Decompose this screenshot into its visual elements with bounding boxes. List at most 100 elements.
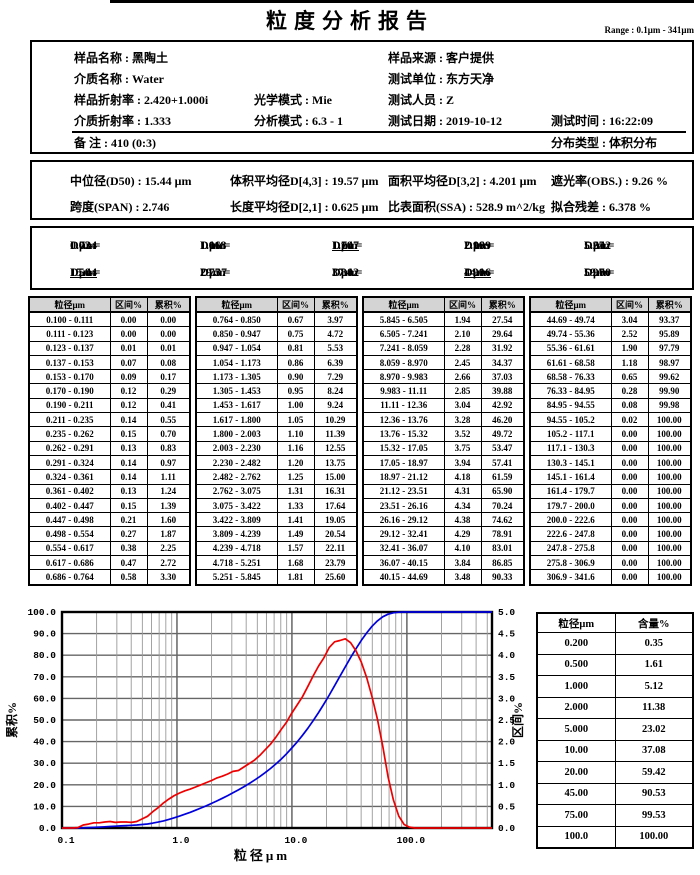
chart-grid [61,611,492,829]
table-row: 2.762 - 3.075 1.31 16.31 [195,483,358,499]
table-cell: 0.686 - 0.764 [28,569,111,586]
table-cell: 90.53 [614,782,694,805]
tick-label: 0.0 [39,823,56,834]
tick-label: 1.0 [172,835,189,846]
dvalue-unit: μm [593,238,610,252]
table-cell: 0.83 [146,440,191,456]
table-cell: 0.170 - 0.190 [28,383,111,399]
table-cell: 1.16 [276,440,315,456]
table-row: 40.15 - 44.69 3.48 90.33 [362,569,525,586]
table-cell: 0.123 - 0.137 [28,340,111,356]
table-cell: 7.29 [313,369,358,385]
table-cell: 1.20 [276,454,315,471]
header-row: 粒径μm 区间% 累积% [195,296,358,313]
table-cell: 2.28 [443,340,482,356]
tick-label: 0.5 [498,801,515,812]
table-cell: 0.70 [146,426,191,442]
tick-label: 4.0 [498,650,515,661]
table-cell: 4.31 [443,483,482,499]
dvalue-value: 15.44 [70,265,97,279]
table-row: 0.554 - 0.617 0.38 2.25 [28,540,191,557]
y-axis-left-title: 累积% [4,702,19,738]
table-row: 222.6 - 247.8 0.00 100.00 [529,526,692,542]
table-cell: 1.41 [276,512,315,528]
table-cell: 0.137 - 0.153 [28,354,111,371]
tick-label: 1.5 [498,758,515,769]
table-cell: 61.59 [480,469,525,485]
header-row: 粒径μm 区间% 累积% [28,296,191,313]
table-row: 15.32 - 17.05 3.75 53.47 [362,440,525,456]
top-rule [110,0,694,3]
table-cell: 0.90 [276,369,315,385]
table-row: 2.230 - 2.482 1.20 13.75 [195,454,358,471]
table-cell: 0.01 [146,340,191,356]
table-cell: 98.97 [647,354,692,371]
table-cell: 0.00 [610,454,649,471]
table-cell: 3.422 - 3.809 [195,512,278,528]
table-cell: 36.07 - 40.15 [362,555,445,571]
table-row: 1.453 - 1.617 1.00 9.24 [195,397,358,414]
table-cell: 31.92 [480,340,525,356]
table-cell: 0.17 [146,369,191,385]
table-row: 5.845 - 6.505 1.94 27.54 [362,311,525,328]
table-row: 10.00 37.08 [536,739,694,762]
table-cell: 0.262 - 0.291 [28,440,111,456]
table-row: 0.617 - 0.686 0.47 2.72 [28,555,191,571]
table-cell: 32.41 - 36.07 [362,540,445,557]
table-cell: 65.90 [480,483,525,499]
table-row: 0.153 - 0.170 0.09 0.17 [28,369,191,385]
table-cell: 0.14 [109,469,148,485]
table-row: 20.00 59.42 [536,761,694,784]
table-cell: 100.00 [647,569,692,586]
remark-divider [72,131,686,133]
table-cell: 20.00 [536,761,616,784]
table-cell: 1.57 [276,540,315,557]
table-cell: 0.41 [146,397,191,414]
table-cell: 0.38 [109,540,148,557]
table-cell: 0.08 [610,397,649,414]
table-row: 23.51 - 26.16 4.34 70.24 [362,497,525,514]
table-row: 0.850 - 0.947 0.75 4.72 [195,326,358,342]
table-cell: 0.55 [146,412,191,428]
dvalue-name: D10 = [332,238,363,252]
table-cell: 3.48 [443,569,482,586]
table-cell: 99.62 [647,369,692,385]
table-row: 8.059 - 8.970 2.45 34.37 [362,354,525,371]
table-cell: 1.10 [276,426,315,442]
table-cell: 0.15 [109,426,148,442]
dvalue-name: D16 = [464,238,495,252]
table-cell: 0.190 - 0.211 [28,397,111,414]
table-row: 0.361 - 0.402 0.13 1.24 [28,483,191,499]
column-header: 累积% [313,296,358,313]
table-cell: 78.91 [480,526,525,542]
table-cell: 0.00 [610,569,649,586]
table-cell: 0.07 [109,354,148,371]
table-cell: 0.14 [109,454,148,471]
table-cell: 1.49 [276,526,315,542]
table-row: 13.76 - 15.32 3.52 49.72 [362,426,525,442]
table-cell: 1.94 [443,311,482,328]
table-cell: 99.98 [647,397,692,414]
table-cell: 1.90 [610,340,649,356]
table-cell: 200.0 - 222.6 [529,512,612,528]
table-row: 12.36 - 13.76 3.28 46.20 [362,412,525,428]
table-cell: 99.90 [647,383,692,399]
table-cell: 275.8 - 306.9 [529,555,612,571]
table-row: 0.291 - 0.324 0.14 0.97 [28,454,191,471]
distribution-subtable-2: 粒径μm 区间% 累积% 0.764 - 0.850 0.67 3.97 0.850 - 0… [195,296,358,586]
table-cell: 3.28 [443,412,482,428]
table-cell: 100.00 [647,540,692,557]
table-row: 6.505 - 7.241 2.10 29.64 [362,326,525,342]
table-cell: 100.00 [647,526,692,542]
table-cell: 11.38 [614,696,694,719]
table-cell: 3.75 [443,440,482,456]
table-cell: 0.12 [109,397,148,414]
table-cell: 22.11 [313,540,358,557]
field-test-date: 测试日期 : 2019-10-12 [388,114,502,128]
table-row: 75.00 99.53 [536,804,694,827]
range-label: Range : 0.1μm - 341μm [604,25,694,35]
table-cell: 1.173 - 1.305 [195,369,278,385]
table-cell: 46.20 [480,412,525,428]
table-cell: 37.03 [480,369,525,385]
